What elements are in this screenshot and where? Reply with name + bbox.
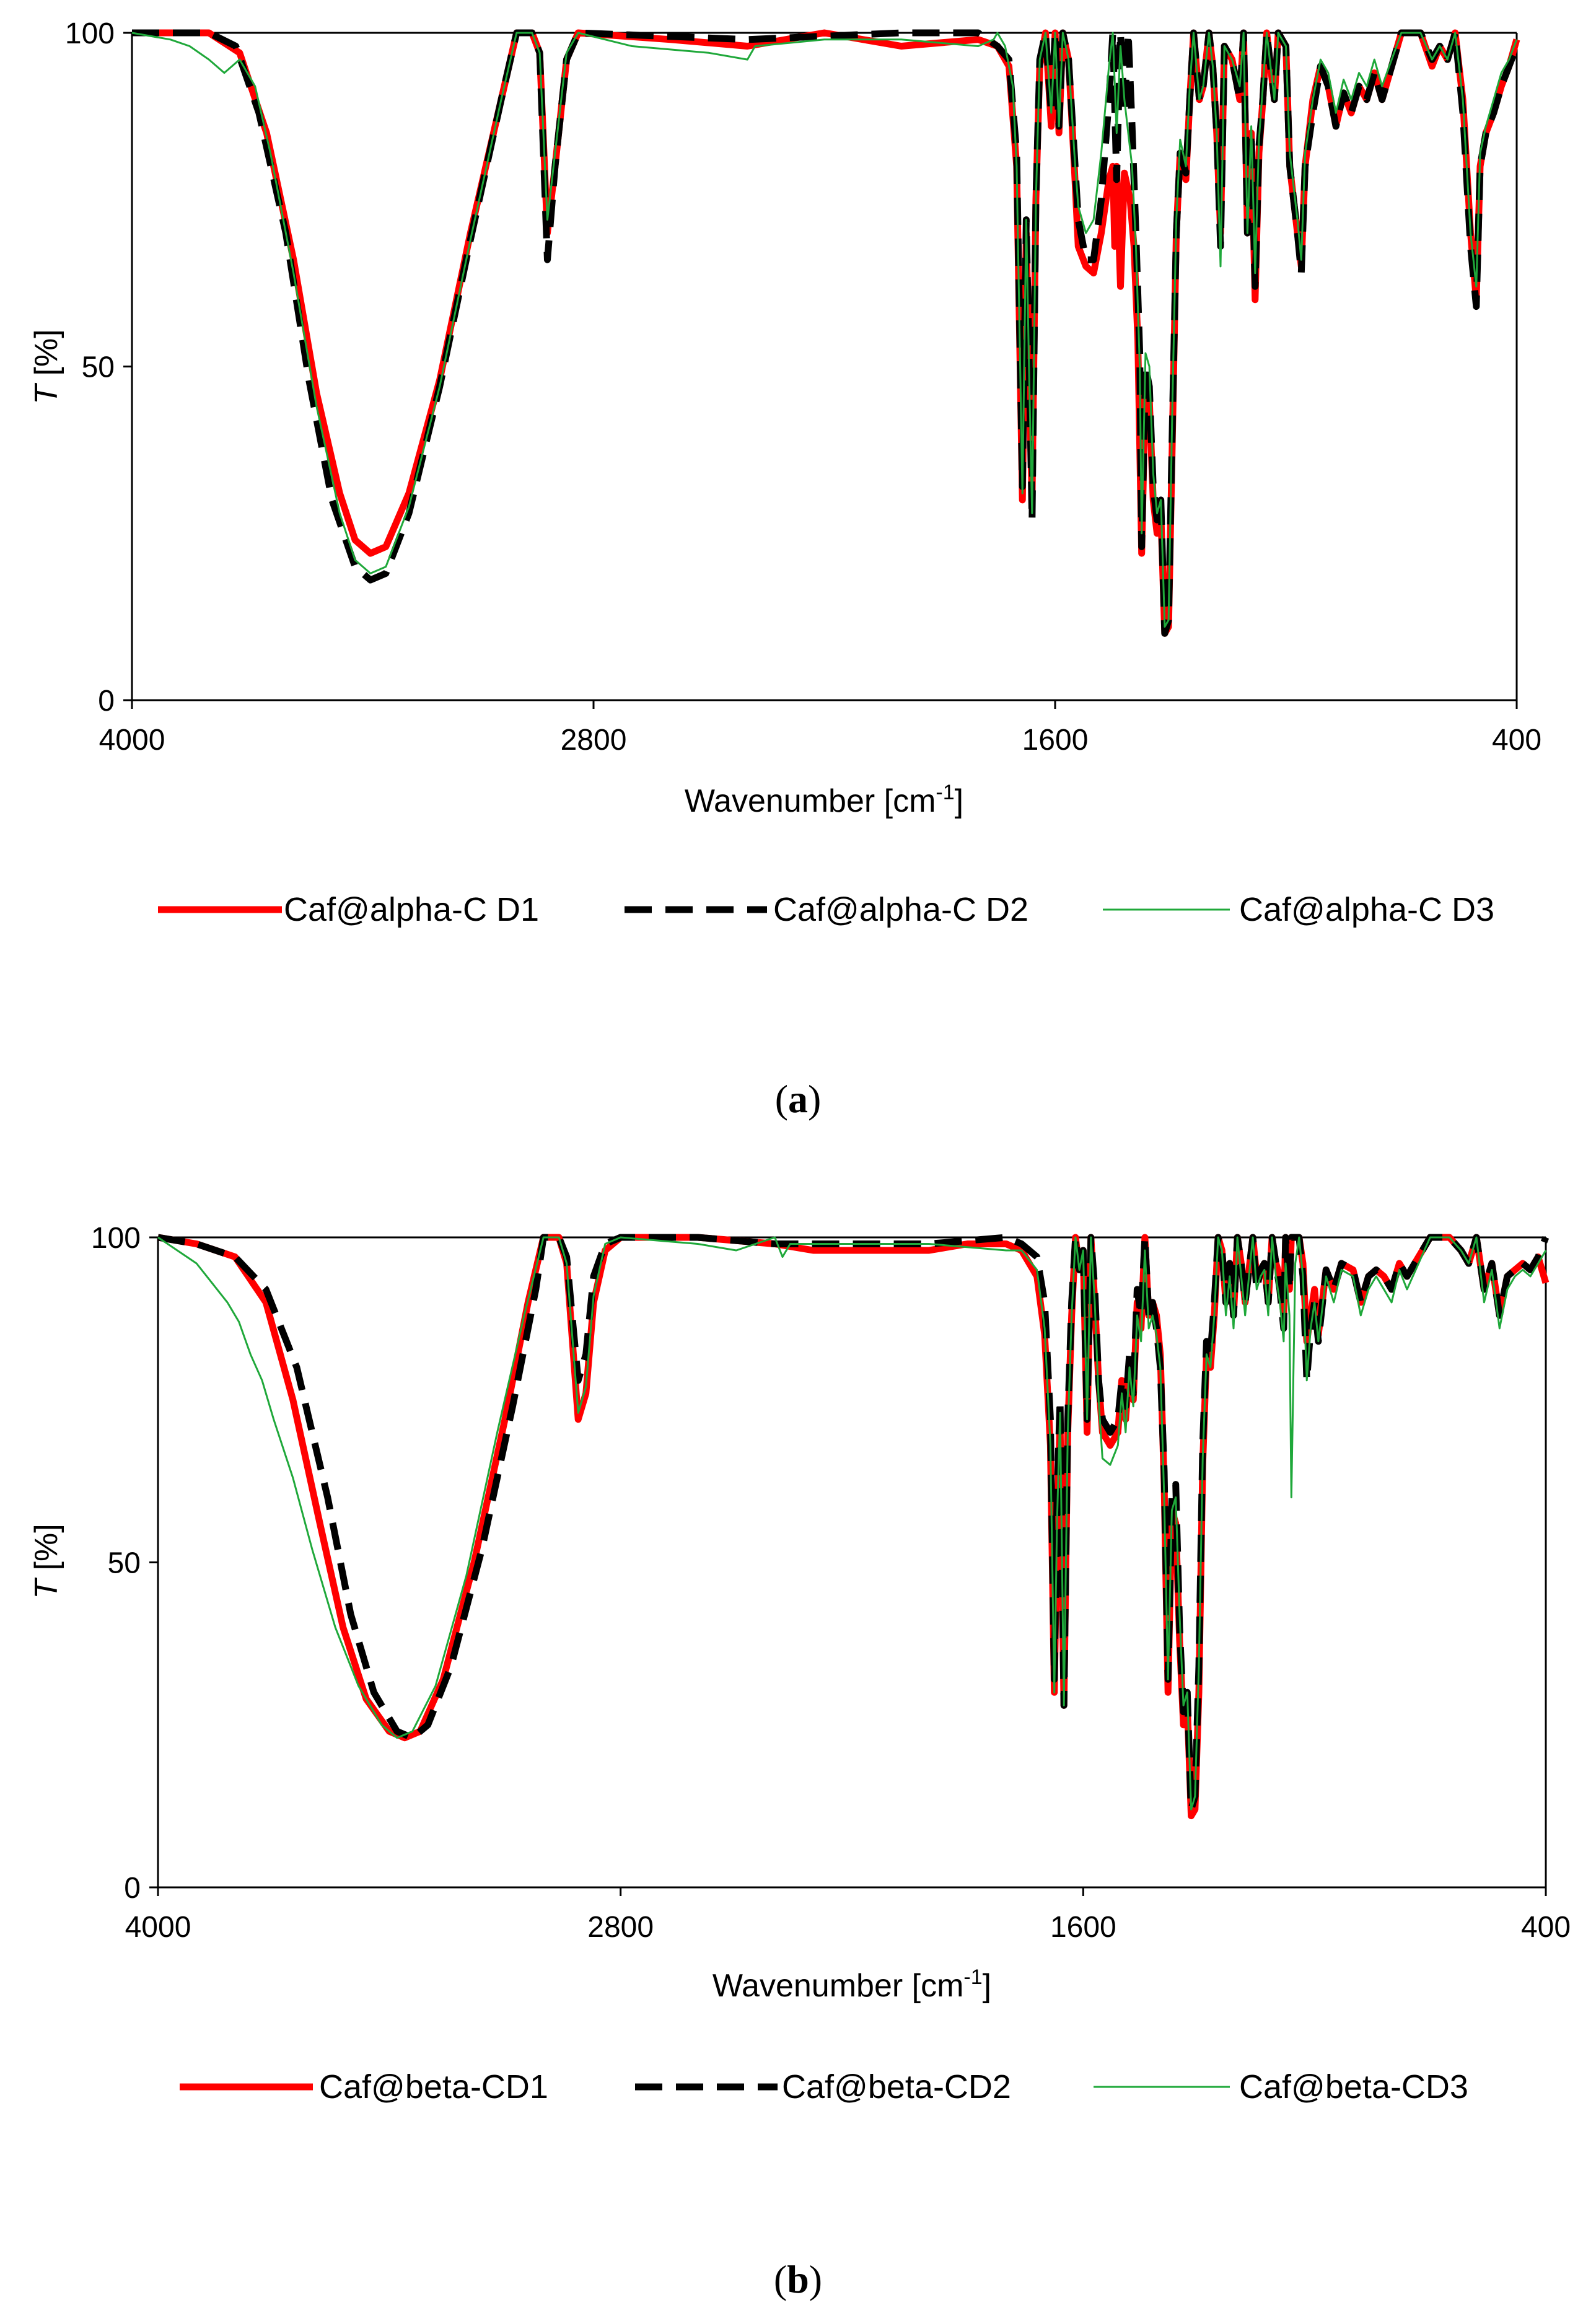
legend-item: Caf@beta-CD3 xyxy=(1094,2068,1468,2105)
series-line-2 xyxy=(157,1234,1550,1813)
y-tick-label: 100 xyxy=(91,1222,141,1255)
y-tick-label: 0 xyxy=(98,685,115,718)
legend-label: Caf@beta-CD2 xyxy=(782,2068,1011,2105)
legend-label: Caf@alpha-C D3 xyxy=(1239,891,1494,928)
legend-label: Caf@beta-CD3 xyxy=(1239,2068,1468,2105)
y-tick-label: 100 xyxy=(65,17,115,50)
legend: Caf@alpha-C D1 Caf@alpha-C D2 Caf@alpha-… xyxy=(158,891,1494,928)
x-tick-label: 2800 xyxy=(587,1911,654,1944)
legend-item: Caf@alpha-C D3 xyxy=(1103,891,1494,928)
panel-caption: (b) xyxy=(774,2257,822,2301)
legend-label: Caf@alpha-C D1 xyxy=(284,891,539,928)
x-tick-label: 4000 xyxy=(99,724,165,757)
legend-item: Caf@alpha-C D1 xyxy=(158,891,539,928)
legend-item: Caf@beta-CD1 xyxy=(180,2068,548,2105)
x-tick-label: 400 xyxy=(1492,724,1541,757)
panel-caption: (a) xyxy=(775,1077,822,1121)
legend-item: Caf@beta-CD2 xyxy=(635,2068,1011,2105)
x-axis-title: Wavenumber [cm-1] xyxy=(685,781,963,819)
x-axis-title: Wavenumber [cm-1] xyxy=(712,1965,991,2004)
x-tick-label: 1600 xyxy=(1050,1911,1116,1944)
legend: Caf@beta-CD1 Caf@beta-CD2 Caf@beta-CD3 xyxy=(180,2068,1468,2105)
y-tick-label: 50 xyxy=(108,1547,141,1580)
series-line-3 xyxy=(131,32,1518,628)
x-tick-label: 400 xyxy=(1521,1911,1571,1944)
x-tick-label: 4000 xyxy=(125,1911,191,1944)
legend-item: Caf@alpha-C D2 xyxy=(625,891,1028,928)
legend-label: Caf@alpha-C D2 xyxy=(773,891,1028,928)
y-tick-label: 50 xyxy=(82,351,115,384)
y-axis-title: T [%] xyxy=(28,329,64,404)
plot-area xyxy=(157,1234,1550,1820)
x-tick-label: 1600 xyxy=(1022,724,1089,757)
x-tick-label: 2800 xyxy=(561,724,627,757)
y-tick-label: 0 xyxy=(124,1872,141,1905)
legend-label: Caf@beta-CD1 xyxy=(319,2068,548,2105)
y-axis-title: T [%] xyxy=(28,1524,64,1599)
plot-area xyxy=(131,29,1520,637)
series-line-3 xyxy=(157,1236,1547,1811)
